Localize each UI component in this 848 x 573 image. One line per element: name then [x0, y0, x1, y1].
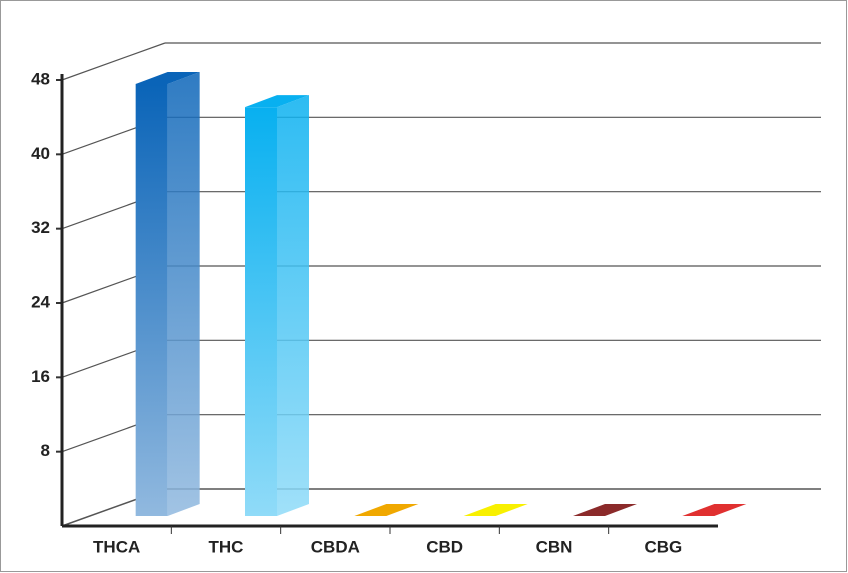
y-tick-label: 48	[31, 69, 50, 88]
bar-side	[277, 95, 309, 517]
x-tick-label: CBN	[536, 537, 573, 556]
y-tick-label: 40	[31, 144, 50, 163]
x-tick-label: CBD	[426, 537, 463, 556]
bar-top	[354, 504, 419, 516]
bar-front	[135, 83, 168, 516]
bar-top	[682, 504, 747, 516]
bar-front	[245, 107, 277, 517]
grid-diagonal	[61, 42, 166, 81]
x-tick-label: CBDA	[311, 537, 360, 556]
y-tick-label: 24	[31, 292, 50, 311]
y-tick-label: 8	[41, 441, 50, 460]
x-tick-label: THC	[209, 537, 244, 556]
bar-top	[245, 95, 309, 108]
bar-top	[135, 71, 200, 84]
y-tick-label: 16	[31, 367, 50, 386]
bar-top	[573, 504, 637, 516]
x-tick-label: CBG	[644, 537, 682, 556]
x-tick-label: THCA	[93, 537, 140, 556]
bar-top	[463, 504, 528, 516]
bar-side	[167, 71, 200, 516]
y-tick-label: 32	[31, 218, 50, 237]
